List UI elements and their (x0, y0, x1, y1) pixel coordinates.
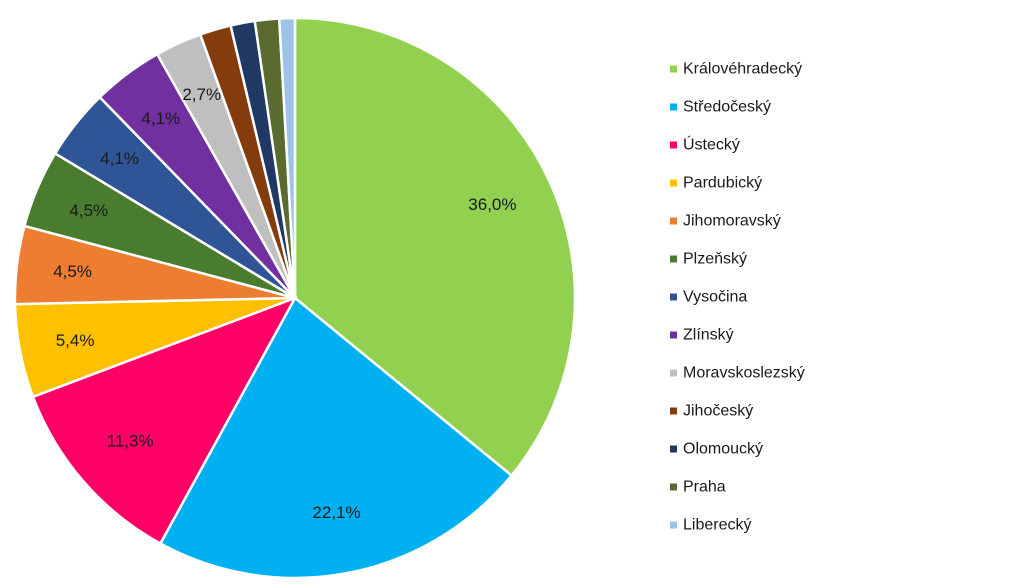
legend-swatch (670, 331, 677, 339)
legend-swatch (670, 445, 677, 453)
data-label-zlinsky: 4,1% (141, 109, 180, 128)
legend-swatch (670, 65, 677, 73)
pie-slices (13, 16, 577, 580)
legend-label: Liberecký (683, 517, 751, 534)
legend-item-jihomoravsky: Jihomoravský (670, 213, 781, 230)
legend-swatch (670, 103, 677, 111)
legend-label: Vysočina (683, 289, 747, 306)
legend-item-vysocina: Vysočina (670, 289, 747, 306)
pie-slice-stredocesky (158, 296, 514, 580)
legend-swatch (670, 369, 677, 377)
legend-swatch (670, 141, 677, 149)
legend-swatch (670, 407, 677, 415)
legend-label: Ústecký (683, 135, 740, 154)
legend-item-liberecky: Liberecký (670, 517, 751, 534)
data-label-kralovehradecky: 36,0% (468, 195, 516, 214)
data-label-pardubicky: 5,4% (56, 331, 95, 350)
pie-data-labels: 36,0%22,1%11,3%5,4%4,5%4,5%4,1%4,1%2,7% (53, 85, 516, 522)
legend: Královéhradecký Středočeský Ústecký Pardubi… (670, 61, 805, 534)
legend-swatch (670, 255, 677, 263)
legend-swatch (670, 217, 677, 225)
legend-item-praha: Praha (670, 479, 726, 496)
legend-item-olomoucky: Olomoucký (670, 441, 763, 458)
legend-swatch (670, 521, 677, 529)
legend-label: Královéhradecký (683, 61, 802, 78)
legend-item-jihocesky: Jihočeský (670, 403, 753, 420)
legend-label: Plzeňský (683, 251, 747, 268)
legend-label: Pardubický (683, 175, 762, 192)
legend-item-stredocesky: Středočeský (670, 99, 771, 116)
data-label-ustecky: 11,3% (107, 432, 154, 451)
data-label-stredocesky: 22,1% (312, 503, 360, 522)
legend-item-plzensky: Plzeňský (670, 251, 747, 268)
legend-label: Moravskoslezský (683, 365, 805, 382)
legend-label: Praha (683, 479, 726, 496)
legend-label: Jihomoravský (683, 213, 781, 230)
legend-swatch (670, 179, 677, 187)
legend-label: Zlínský (683, 327, 734, 344)
pie-slice-kralovehradecky (293, 16, 577, 478)
legend-swatch (670, 293, 677, 301)
data-label-moravskoslezsky: 2,7% (182, 85, 221, 104)
data-label-jihomoravsky: 4,5% (53, 262, 92, 281)
legend-item-ustecky: Ústecký (670, 135, 740, 154)
pie-slice-liberecky (277, 16, 297, 299)
legend-label: Olomoucký (683, 441, 763, 458)
legend-item-kralovehradecky: Královéhradecký (670, 61, 802, 78)
data-label-vysocina: 4,1% (100, 149, 139, 168)
legend-label: Středočeský (683, 99, 771, 116)
legend-swatch (670, 483, 677, 491)
legend-label: Jihočeský (683, 403, 753, 420)
legend-item-pardubicky: Pardubický (670, 175, 762, 192)
pie-slice-ustecky (31, 295, 298, 546)
legend-item-zlinsky: Zlínský (670, 327, 734, 344)
data-label-plzensky: 4,5% (69, 201, 108, 220)
legend-item-moravskoslezsky: Moravskoslezský (670, 365, 805, 382)
